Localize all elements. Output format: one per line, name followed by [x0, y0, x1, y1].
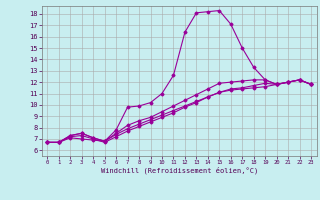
X-axis label: Windchill (Refroidissement éolien,°C): Windchill (Refroidissement éolien,°C)	[100, 167, 258, 174]
